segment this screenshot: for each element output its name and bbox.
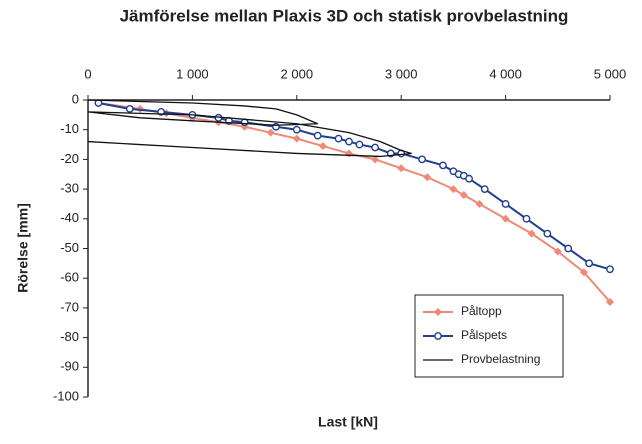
point [434,332,442,340]
point [543,229,552,238]
point [371,143,379,152]
legend-label: Pålspets [461,328,507,342]
point [564,244,573,253]
point [345,149,353,158]
point [313,131,322,140]
point [434,308,442,316]
point [522,214,531,223]
chart-title: Jämförelse mellan Plaxis 3D och statisk … [120,6,569,25]
point [397,164,406,173]
point [501,214,510,223]
point [125,105,134,113]
y-tick-label: -90 [60,359,79,374]
series-line [98,101,611,303]
y-tick-label: 0 [72,91,79,106]
x-tick-label: 3 000 [385,66,418,81]
x-axis-label: Last [kN] [318,414,378,430]
legend: Påltopp Pålspets Provbelastning [414,294,564,378]
point [475,199,484,208]
legend-label: Påltopp [461,304,502,318]
point [527,229,536,238]
point [292,134,301,143]
x-tick-label: 5 000 [594,66,627,81]
point [553,247,562,256]
legend-label: Provbelastning [461,352,540,366]
point [355,140,364,149]
point [439,161,447,170]
point [449,185,458,194]
point [371,155,380,164]
y-tick-label: -40 [60,210,79,225]
y-tick-label: -100 [53,388,79,403]
x-tick-label: 1 000 [176,66,209,81]
point [606,297,614,306]
y-tick-label: -10 [60,121,79,136]
x-tick-label: 0 [84,66,91,81]
point [480,185,489,194]
x-tick-label: 2 000 [281,66,314,81]
point [292,125,301,134]
y-tick-label: -60 [60,270,79,285]
point [465,174,473,183]
point [345,137,353,146]
point [318,142,327,151]
y-tick-label: -20 [60,151,79,166]
y-tick-label: -50 [60,240,79,255]
point [334,134,343,143]
series-line [98,101,611,271]
y-axis-label: Rörelse [mm] [15,203,31,292]
y-tick-label: -70 [60,299,79,314]
point [423,173,432,182]
x-tick-label: 4 000 [489,66,522,81]
point [579,268,588,277]
y-tick-label: -80 [60,329,79,344]
point [606,265,614,274]
y-tick-label: -30 [60,181,79,196]
point [585,259,594,268]
point [266,128,275,137]
point [459,191,468,200]
point [501,200,510,208]
point [418,155,426,164]
series-line [87,99,412,158]
